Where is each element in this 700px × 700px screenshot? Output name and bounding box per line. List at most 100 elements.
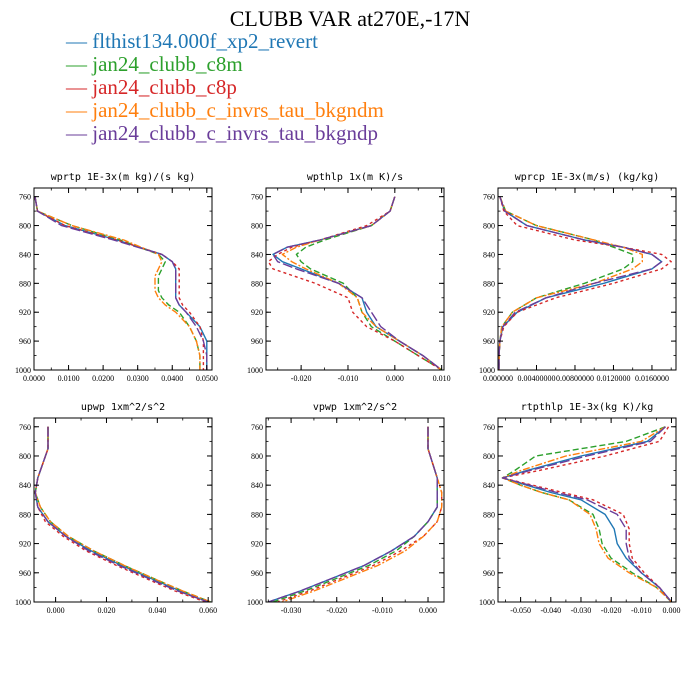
y-tick-label: 840 — [19, 250, 31, 259]
series-line — [34, 426, 211, 602]
y-tick-label: 800 — [19, 452, 31, 461]
x-tick-label: -0.020 — [291, 374, 312, 383]
x-tick-label: -0.020 — [601, 606, 622, 615]
x-tick-label: 0.00400000 — [517, 374, 555, 383]
x-tick-label: 0.060 — [199, 606, 217, 615]
plot-frame — [265, 417, 445, 603]
series-line — [281, 196, 443, 370]
series-line — [295, 196, 443, 370]
panel-title: vpwp 1xm^2/s^2 — [313, 402, 397, 413]
y-tick-label: 880 — [483, 510, 495, 519]
y-tick-label: 880 — [19, 279, 31, 288]
x-tick-label: 0.0200 — [92, 374, 114, 383]
series-line — [34, 426, 211, 602]
y-tick-label: 960 — [483, 569, 495, 578]
panel-title: upwp 1xm^2/s^2 — [81, 402, 165, 413]
series-line — [501, 426, 672, 602]
x-tick-label: 0.0160000 — [635, 374, 669, 383]
panel-title: wprtp 1E-3x(m kg)/(s kg) — [51, 172, 196, 183]
series-line — [34, 426, 206, 602]
series-line — [501, 426, 673, 602]
y-tick-label: 1000 — [479, 366, 495, 375]
y-tick-label: 800 — [483, 452, 495, 461]
y-tick-label: 920 — [483, 308, 495, 317]
panel: vpwp 1xm^2/s^2 760 800 840 880 920 960 1000 -0.0… — [247, 402, 445, 615]
x-tick-label: 0.000000 — [483, 374, 513, 383]
panel: wprtp 1E-3x(m kg)/(s kg) 760 800 840 880 920 9… — [15, 172, 218, 383]
y-tick-label: 960 — [251, 337, 263, 346]
plot-frame — [497, 417, 677, 603]
x-tick-label: -0.010 — [372, 606, 393, 615]
series-line — [34, 196, 201, 370]
series-group — [34, 196, 208, 370]
y-tick-label: 920 — [19, 308, 31, 317]
series-line — [272, 196, 443, 370]
x-tick-label: 0.040 — [148, 606, 166, 615]
legend: — flthist134.000f_xp2_revert — jan24_clu… — [66, 30, 384, 145]
series-line — [34, 196, 208, 370]
series-group — [498, 196, 672, 370]
plot-frame — [33, 187, 213, 371]
y-tick-label: 800 — [483, 222, 495, 231]
y-tick-label: 800 — [251, 222, 263, 231]
y-tick-label: 840 — [251, 250, 263, 259]
legend-swatch: — — [66, 121, 93, 145]
legend-item: — flthist134.000f_xp2_revert — [66, 30, 384, 53]
legend-swatch: — — [66, 29, 93, 53]
panel: upwp 1xm^2/s^2 760 800 840 880 920 960 1000 0.00… — [15, 402, 217, 615]
y-tick-label: 800 — [19, 222, 31, 231]
y-tick-label: 760 — [483, 193, 495, 202]
x-tick-label: -0.010 — [631, 606, 652, 615]
legend-label: jan24_clubb_c8p — [92, 75, 237, 99]
x-tick-label: 0.0400 — [161, 374, 183, 383]
legend-label: jan24_clubb_c_invrs_tau_bkgndm — [92, 98, 384, 122]
series-line — [498, 196, 634, 370]
series-line — [498, 196, 663, 370]
y-tick-label: 1000 — [15, 366, 31, 375]
x-tick-label: 0.010 — [433, 374, 451, 383]
legend-item: — jan24_clubb_c_invrs_tau_bkgndm — [66, 99, 384, 122]
y-tick-label: 960 — [251, 569, 263, 578]
y-tick-label: 1000 — [247, 598, 263, 607]
x-tick-label: -0.020 — [326, 606, 347, 615]
legend-item: — jan24_clubb_c8m — [66, 53, 384, 76]
x-tick-label: 0.0120000 — [596, 374, 630, 383]
x-tick-label: -0.030 — [571, 606, 592, 615]
series-group — [268, 426, 443, 602]
y-tick-label: 1000 — [15, 598, 31, 607]
y-tick-label: 880 — [251, 510, 263, 519]
x-tick-label: 0.0100 — [58, 374, 80, 383]
y-tick-label: 920 — [483, 540, 495, 549]
y-tick-label: 1000 — [247, 366, 263, 375]
legend-swatch: — — [66, 75, 93, 99]
series-line — [498, 196, 663, 370]
y-tick-label: 840 — [483, 250, 495, 259]
y-tick-label: 760 — [19, 193, 31, 202]
legend-item: — jan24_clubb_c8p — [66, 76, 384, 99]
legend-label: jan24_clubb_c_invrs_tau_bkgndp — [92, 121, 379, 145]
series-line — [498, 196, 643, 370]
x-tick-label: 0.000 — [419, 606, 437, 615]
series-line — [272, 426, 438, 602]
x-tick-label: 0.020 — [97, 606, 115, 615]
legend-swatch: — — [66, 52, 93, 76]
y-tick-label: 920 — [19, 540, 31, 549]
series-line — [501, 426, 673, 602]
legend-label: jan24_clubb_c8m — [92, 52, 243, 76]
y-tick-label: 760 — [483, 423, 495, 432]
series-line — [272, 196, 443, 370]
x-tick-label: 0.0500 — [196, 374, 218, 383]
figure-title: CLUBB VAR at270E,-17N — [229, 6, 471, 31]
legend-label: flthist134.000f_xp2_revert — [92, 29, 318, 53]
y-tick-label: 880 — [483, 279, 495, 288]
plot-frame — [33, 417, 213, 603]
panel-title: wpthlp 1x(m K)/s — [307, 172, 403, 183]
panel: rtpthlp 1E-3x(kg K)/kg 760 800 840 880 920 960… — [479, 402, 680, 615]
series-line — [277, 426, 443, 602]
y-tick-label: 800 — [251, 452, 263, 461]
series-line — [281, 426, 443, 602]
y-tick-label: 760 — [19, 423, 31, 432]
y-tick-label: 960 — [483, 337, 495, 346]
y-tick-label: 920 — [251, 308, 263, 317]
